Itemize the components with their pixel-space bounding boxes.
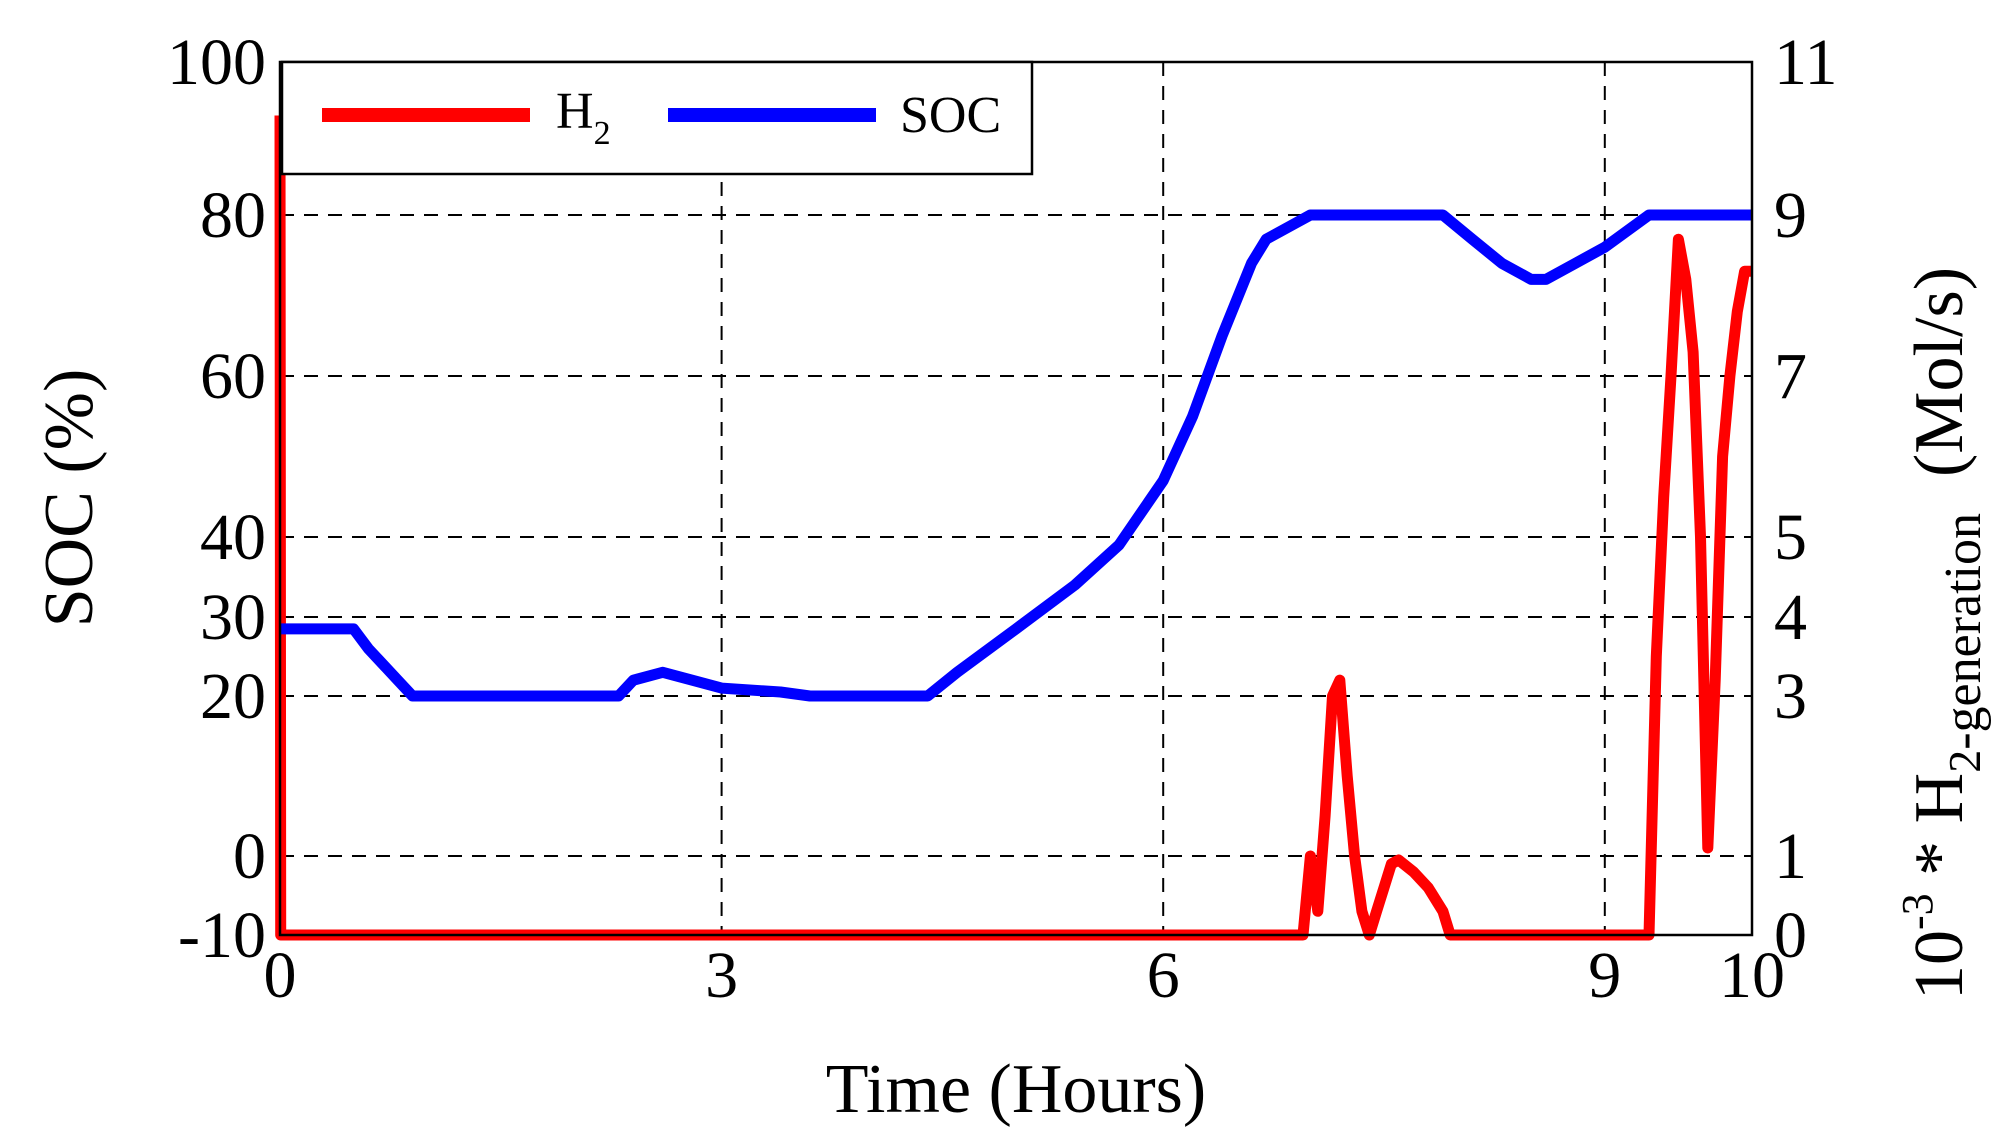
y-right-tick-label: 1 [1774,820,1807,893]
y-left-tick-label: 0 [233,820,266,893]
y-left-tick-label: 30 [200,581,266,654]
y-left-tick-label: 80 [200,179,266,252]
y-right-tick-label: 7 [1774,340,1807,413]
y-left-tick-label: 40 [200,501,266,574]
y-right-tick-label: 3 [1774,660,1807,733]
y-left-tick-label: 100 [167,26,266,99]
plot-series [274,115,1752,941]
x-tick-label: 9 [1588,939,1621,1012]
y-left-tick-label: 60 [200,340,266,413]
y-axis-left-title: SOC (%) [31,369,108,628]
y-left-tick-label: -10 [178,899,266,972]
plot-frame [278,60,1754,937]
y-right-tick-label: 4 [1774,581,1807,654]
y-left-tick-label: 20 [200,660,266,733]
x-tick-label: 6 [1147,939,1180,1012]
y-right-tick-label: 11 [1774,26,1838,99]
x-tick-label: 0 [264,939,297,1012]
series-line-soc [280,209,1752,702]
y-right-tick-label: 0 [1774,899,1807,972]
x-axis-title: Time (Hours) [826,1051,1207,1128]
grid [280,62,1752,935]
y-right-tick-label: 9 [1774,179,1807,252]
legend-label-soc: SOC [900,87,1001,144]
series-line-h2 [274,115,1752,941]
y-right-tick-label: 5 [1774,501,1807,574]
x-tick-label: 3 [705,939,738,1012]
legend-label-h2: H2 [556,83,611,152]
legend: H2 SOC [280,60,1034,176]
x-tick-label: 10 [1719,939,1785,1012]
y-axis-right-title: 10-3 * H2-generation(Mol/s) [1893,267,1992,1000]
